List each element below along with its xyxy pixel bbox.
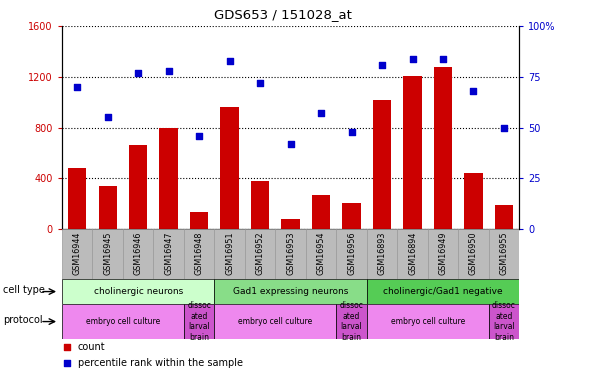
Point [194, 133, 204, 139]
Text: embryo cell culture: embryo cell culture [86, 317, 160, 326]
Point [286, 141, 296, 147]
Bar [62, 279, 214, 304]
Text: GSM16956: GSM16956 [347, 231, 356, 275]
Text: GSM16949: GSM16949 [438, 231, 447, 275]
Text: dissoc
ated
larval
brain: dissoc ated larval brain [340, 302, 363, 342]
Bar [184, 304, 214, 339]
Bar [214, 304, 336, 339]
Bar [312, 195, 330, 229]
Bar [434, 67, 452, 229]
Bar [367, 229, 397, 279]
Text: GSM16946: GSM16946 [134, 231, 143, 274]
Bar [404, 76, 422, 229]
Bar [159, 128, 178, 229]
Bar [458, 229, 489, 279]
Text: GSM16950: GSM16950 [469, 231, 478, 275]
Bar [62, 229, 93, 279]
Point [225, 58, 234, 64]
Bar [464, 173, 483, 229]
Text: GSM16948: GSM16948 [195, 231, 204, 274]
Text: GDS653 / 151028_at: GDS653 / 151028_at [214, 8, 352, 21]
Text: embryo cell culture: embryo cell culture [238, 317, 313, 326]
Text: embryo cell culture: embryo cell culture [391, 317, 465, 326]
Bar [214, 279, 367, 304]
Bar [214, 229, 245, 279]
Text: GSM16894: GSM16894 [408, 231, 417, 274]
Text: GSM16952: GSM16952 [255, 231, 264, 275]
Bar [373, 100, 391, 229]
Text: Gad1 expressing neurons: Gad1 expressing neurons [233, 287, 348, 296]
Bar [306, 229, 336, 279]
Point [164, 68, 173, 74]
Bar [495, 205, 513, 229]
Bar [99, 186, 117, 229]
Text: GSM16953: GSM16953 [286, 231, 295, 275]
Bar [336, 229, 367, 279]
Bar [367, 279, 519, 304]
Point [438, 56, 448, 62]
Text: cholinergic/Gad1 negative: cholinergic/Gad1 negative [383, 287, 503, 296]
Point [499, 124, 509, 130]
Point [316, 110, 326, 116]
Text: cell type: cell type [3, 285, 45, 295]
Bar [68, 168, 86, 229]
Text: GSM16944: GSM16944 [73, 231, 81, 274]
Text: dissoc
ated
larval
brain: dissoc ated larval brain [492, 302, 516, 342]
Text: GSM16954: GSM16954 [317, 231, 326, 275]
Point [63, 344, 72, 350]
Text: count: count [78, 342, 106, 352]
Bar [489, 304, 519, 339]
Point [63, 360, 72, 366]
Text: GSM16945: GSM16945 [103, 231, 112, 275]
Bar [489, 229, 519, 279]
Bar [221, 107, 239, 229]
Bar [129, 145, 148, 229]
Text: GSM16951: GSM16951 [225, 231, 234, 275]
Bar [367, 304, 489, 339]
Bar [342, 203, 360, 229]
Bar [123, 229, 153, 279]
Point [469, 88, 478, 94]
Point [378, 62, 387, 68]
Bar [245, 229, 276, 279]
Text: percentile rank within the sample: percentile rank within the sample [78, 358, 243, 368]
Point [255, 80, 265, 86]
Point [347, 129, 356, 135]
Text: GSM16947: GSM16947 [164, 231, 173, 275]
Bar [93, 229, 123, 279]
Bar [62, 304, 184, 339]
Bar [251, 181, 269, 229]
Bar [336, 304, 367, 339]
Bar [281, 219, 300, 229]
Text: protocol: protocol [3, 315, 42, 325]
Bar [397, 229, 428, 279]
Point [103, 114, 112, 120]
Bar [184, 229, 214, 279]
Point [133, 70, 143, 76]
Bar [153, 229, 184, 279]
Bar [428, 229, 458, 279]
Text: GSM16955: GSM16955 [500, 231, 509, 275]
Bar [276, 229, 306, 279]
Text: GSM16893: GSM16893 [378, 231, 386, 274]
Text: cholinergic neurons: cholinergic neurons [94, 287, 183, 296]
Point [408, 56, 417, 62]
Bar [190, 212, 208, 229]
Point [73, 84, 82, 90]
Text: dissoc
ated
larval
brain: dissoc ated larval brain [187, 302, 211, 342]
